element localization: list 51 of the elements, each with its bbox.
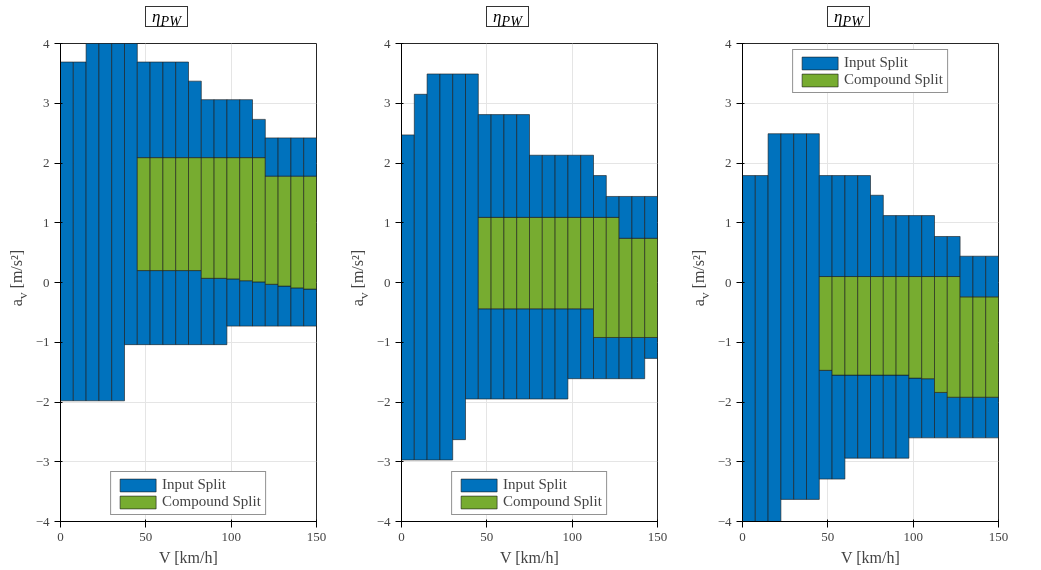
x-tick-label: 50 [480, 528, 494, 544]
y-tick-label: −1 [376, 334, 391, 350]
y-tick-label: −1 [35, 334, 50, 350]
legend-label: Compound Split [162, 493, 261, 510]
y-tick-label: −4 [376, 513, 391, 529]
x-tick-label: 50 [139, 528, 153, 544]
y-tick-label: 4 [43, 35, 50, 51]
x-tick-label: 150 [647, 528, 668, 544]
x-tick-label: 0 [398, 528, 405, 544]
y-tick-label: 2 [384, 155, 391, 170]
y-tick-label: 4 [384, 35, 391, 51]
y-tick-label: 1 [43, 214, 50, 230]
y-tick-label: −3 [376, 453, 391, 469]
y-tick-label: 2 [725, 155, 732, 170]
y-tick-label: 3 [384, 95, 391, 111]
x-tick-label: 0 [57, 528, 64, 544]
x-axis-title: V [km/h] [499, 548, 559, 566]
y-tick-label: −4 [717, 513, 732, 529]
y-tick-label: −1 [717, 334, 732, 350]
x-tick-label: 0 [739, 528, 746, 544]
chart-title: η$_{PW}$ [486, 6, 529, 30]
y-tick-label: −2 [376, 394, 391, 409]
y-tick-label: 2 [43, 155, 50, 170]
x-tick-label: 100 [221, 528, 241, 544]
x-axis-title: V [km/h] [840, 548, 900, 566]
y-tick-label: 0 [725, 274, 732, 290]
y-tick-label: 1 [725, 214, 732, 230]
y-tick-label: 3 [43, 95, 50, 111]
x-tick-label: 100 [903, 528, 923, 544]
y-tick-label: −3 [717, 453, 732, 469]
y-tick-label: 0 [384, 274, 391, 290]
y-tick-label: −3 [35, 453, 50, 469]
legend-label: Input Split [844, 54, 908, 71]
y-tick-label: 4 [725, 35, 732, 51]
x-axis-title: V [km/h] [158, 548, 218, 566]
x-tick-label: 50 [821, 528, 835, 544]
legend-label: Input Split [503, 476, 567, 493]
y-tick-label: −4 [35, 513, 50, 529]
y-tick-label: 1 [384, 214, 391, 230]
legend-label: Compound Split [844, 71, 943, 88]
x-tick-label: 150 [306, 528, 327, 544]
y-tick-label: −2 [717, 394, 732, 409]
y-tick-label: 3 [725, 95, 732, 111]
x-tick-label: 150 [988, 528, 1009, 544]
chart-title: η$_{PW}$ [145, 6, 188, 30]
x-tick-label: 100 [562, 528, 582, 544]
chart-title: η$_{PW}$ [827, 6, 870, 30]
y-tick-label: −2 [35, 394, 50, 409]
y-tick-label: 0 [43, 274, 50, 290]
legend-label: Input Split [162, 476, 226, 493]
legend-label: Compound Split [503, 493, 602, 510]
